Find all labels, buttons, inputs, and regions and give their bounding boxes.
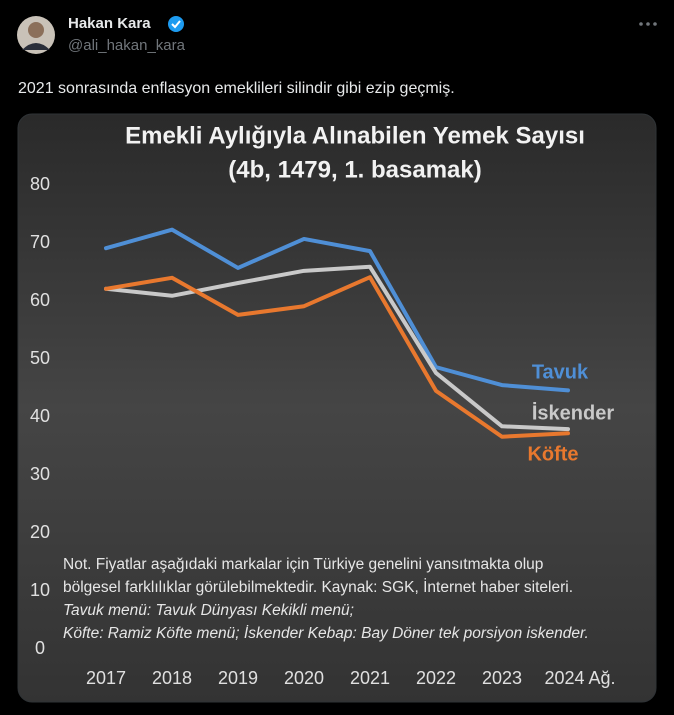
- y-tick-label: 40: [30, 406, 50, 426]
- y-tick-label: 70: [30, 232, 50, 252]
- chart-title: Emekli Aylığıyla Alınabilen Yemek Sayısı: [125, 122, 585, 149]
- y-tick-label: 60: [30, 290, 50, 310]
- y-tick-label: 10: [30, 580, 50, 600]
- series-line: [104, 275, 570, 439]
- chart-image[interactable]: [17, 113, 657, 703]
- x-tick-label: 2021: [350, 668, 390, 688]
- author-handle[interactable]: @ali_hakan_kara: [68, 37, 186, 54]
- series-line: [104, 264, 570, 432]
- legend-label: Tavuk: [532, 361, 589, 383]
- chart-note: Tavuk menü: Tavuk Dünyası Kekikli menü;: [63, 602, 354, 619]
- author-name[interactable]: Hakan Kara: [68, 15, 151, 32]
- chart-note: Not. Fiyatlar aşağıdaki markalar için Tü…: [63, 556, 543, 573]
- x-tick-label: 2022: [416, 668, 456, 688]
- more-button[interactable]: [639, 22, 657, 26]
- verified-badge: [168, 16, 184, 32]
- y-tick-label: 50: [30, 348, 50, 368]
- x-tick-label: 2019: [218, 668, 258, 688]
- x-tick-label: 2018: [152, 668, 192, 688]
- chart-note: bölgesel farklılıklar görülebilmektedir.…: [63, 578, 573, 596]
- chart-subtitle: (4b, 1479, 1. basamak): [228, 156, 481, 183]
- y-tick-label: 80: [30, 174, 50, 194]
- x-tick-label: 2023: [482, 668, 522, 688]
- x-tick-label: 2024 Ağ.: [544, 668, 615, 688]
- legend-label: Köfte: [527, 443, 578, 465]
- legend-label: İskender: [532, 401, 614, 424]
- x-tick-label: 2020: [284, 668, 324, 688]
- tweet-text: 2021 sonrasında enflasyon emeklileri sil…: [18, 80, 455, 97]
- x-tick-label: 2017: [86, 668, 126, 688]
- y-tick-label: 0: [35, 638, 45, 658]
- avatar-body: [22, 43, 50, 50]
- y-tick-label: 30: [30, 464, 50, 484]
- avatar-face: [28, 22, 44, 38]
- y-tick-label: 20: [30, 522, 50, 542]
- series-line: [104, 227, 570, 393]
- chart-note: Köfte: Ramiz Köfte menü; İskender Kebap:…: [63, 625, 589, 642]
